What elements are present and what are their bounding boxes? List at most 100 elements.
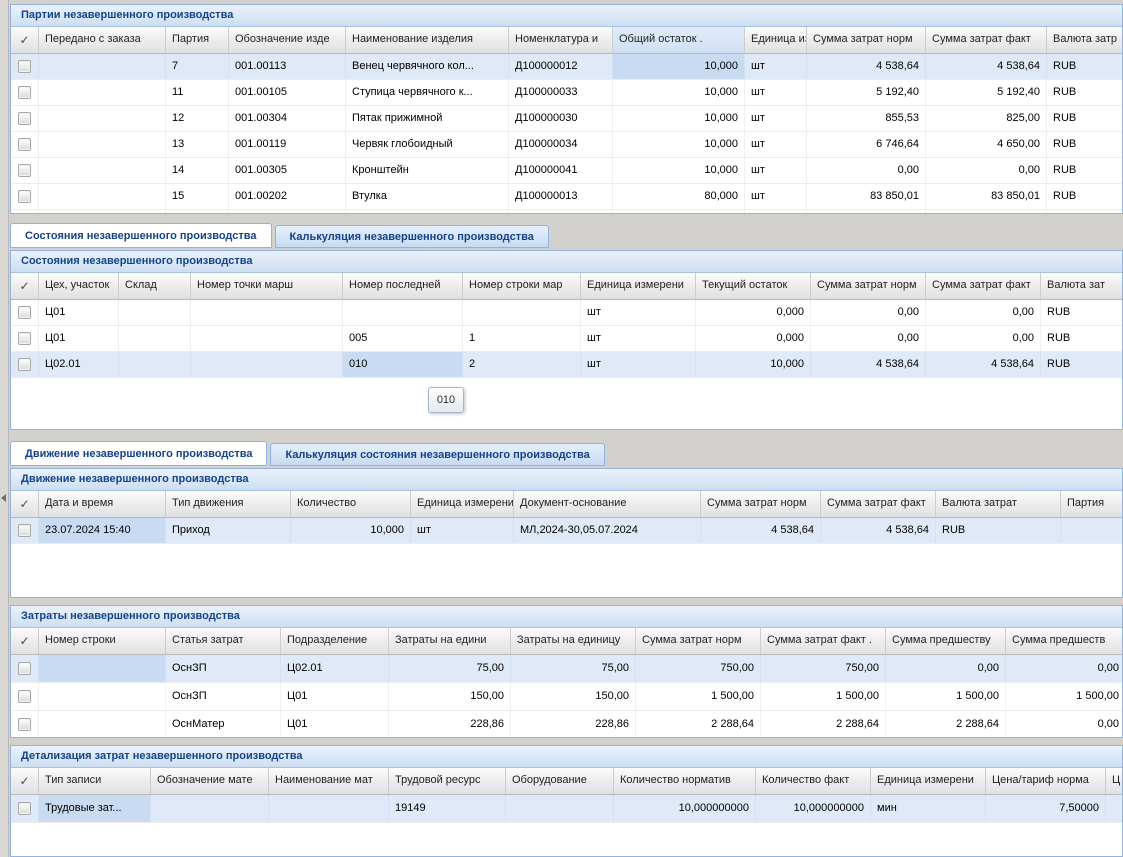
table-cell[interactable] bbox=[39, 210, 166, 213]
column-header[interactable]: Склад bbox=[119, 273, 191, 299]
table-cell[interactable]: 2 bbox=[463, 352, 581, 377]
table-cell[interactable]: 0,00 bbox=[811, 300, 926, 325]
column-header[interactable]: Сумма предшеств bbox=[1006, 628, 1122, 654]
table-cell[interactable]: 21 bbox=[166, 210, 229, 213]
table-cell[interactable]: RUB bbox=[1047, 158, 1122, 183]
table-cell[interactable] bbox=[39, 184, 166, 209]
table-cell[interactable]: 4 650,00 bbox=[926, 132, 1047, 157]
column-header[interactable]: Номер строки bbox=[39, 628, 166, 654]
table-cell[interactable]: 0,00 bbox=[1006, 711, 1122, 737]
row-checkbox[interactable] bbox=[18, 190, 31, 203]
column-header[interactable]: Количество bbox=[291, 491, 411, 517]
table-cell[interactable]: Д100000033 bbox=[509, 80, 613, 105]
table-cell[interactable]: 4 538,64 bbox=[811, 352, 926, 377]
table-cell[interactable]: шт bbox=[581, 300, 696, 325]
table-cell[interactable]: 0,000 bbox=[696, 300, 811, 325]
table-cell[interactable]: 2 288,64 bbox=[636, 711, 761, 737]
table-cell[interactable]: 6 746,64 bbox=[807, 132, 926, 157]
column-header[interactable]: Единица измерени bbox=[871, 768, 986, 794]
table-cell[interactable]: 0,00 bbox=[926, 158, 1047, 183]
column-header[interactable]: Сумма затрат норм bbox=[636, 628, 761, 654]
column-header[interactable]: Валюта зат bbox=[1041, 273, 1122, 299]
table-cell[interactable]: Пятак прижимной bbox=[346, 106, 509, 131]
column-header[interactable]: Сумма предшеству bbox=[886, 628, 1006, 654]
table-row[interactable]: 21001.00401Крепление фланцевоеД100000019… bbox=[11, 210, 1122, 213]
column-header[interactable]: Трудовой ресурс bbox=[389, 768, 506, 794]
row-checkbox[interactable] bbox=[18, 112, 31, 125]
column-header[interactable]: Статья затрат bbox=[166, 628, 281, 654]
column-header[interactable]: Сумма затрат норм bbox=[807, 27, 926, 53]
table-cell[interactable]: Трудовые зат... bbox=[39, 795, 151, 822]
table-cell[interactable]: шт bbox=[745, 80, 807, 105]
table-cell[interactable]: шт bbox=[745, 184, 807, 209]
table-cell[interactable]: 001.00119 bbox=[229, 132, 346, 157]
table-cell[interactable]: 750,00 bbox=[761, 655, 886, 682]
row-checkbox[interactable] bbox=[18, 86, 31, 99]
column-header[interactable]: Наименование мат bbox=[269, 768, 389, 794]
table-cell[interactable]: 10,000 bbox=[696, 352, 811, 377]
table-cell[interactable]: 10,000 bbox=[613, 106, 745, 131]
column-header[interactable]: Номер последней bbox=[343, 273, 463, 299]
column-header[interactable]: Партия bbox=[166, 27, 229, 53]
table-cell[interactable]: 0,00 bbox=[926, 300, 1041, 325]
table-cell[interactable]: 0,00 bbox=[926, 326, 1041, 351]
table-cell[interactable]: 4 538,64 bbox=[701, 518, 821, 543]
table-cell[interactable]: Венец червячного кол... bbox=[346, 54, 509, 79]
table-cell[interactable]: ОснМатер bbox=[166, 711, 281, 737]
table-cell[interactable]: 11 bbox=[166, 80, 229, 105]
column-header[interactable]: Единица изм bbox=[745, 27, 807, 53]
table-cell[interactable]: 83 850,01 bbox=[926, 184, 1047, 209]
table-cell[interactable]: Крепление фланцевое bbox=[346, 210, 509, 213]
table-cell[interactable]: 10,000 bbox=[613, 158, 745, 183]
table-cell[interactable] bbox=[119, 352, 191, 377]
table-cell[interactable]: 825,00 bbox=[926, 106, 1047, 131]
table-cell[interactable] bbox=[39, 711, 166, 737]
table-cell[interactable]: Д100000034 bbox=[509, 132, 613, 157]
column-header[interactable]: Партия bbox=[1061, 491, 1122, 517]
table-cell[interactable]: RUB bbox=[1047, 106, 1122, 131]
table-cell[interactable]: 10,000000000 bbox=[614, 795, 756, 822]
column-header[interactable]: Тип записи bbox=[39, 768, 151, 794]
column-header[interactable]: Сумма затрат норм bbox=[701, 491, 821, 517]
row-checkbox[interactable] bbox=[18, 164, 31, 177]
table-cell[interactable]: 75,00 bbox=[389, 655, 511, 682]
select-all-checkmark-icon[interactable]: ✓ bbox=[11, 628, 39, 654]
row-checkbox[interactable] bbox=[18, 718, 31, 731]
row-checkbox[interactable] bbox=[18, 690, 31, 703]
table-cell[interactable]: 1 500,00 bbox=[886, 683, 1006, 710]
table-cell[interactable] bbox=[191, 326, 343, 351]
table-cell[interactable]: Д100000013 bbox=[509, 184, 613, 209]
table-cell[interactable] bbox=[343, 300, 463, 325]
table-cell[interactable] bbox=[151, 795, 269, 822]
column-header[interactable]: Затраты на едини bbox=[389, 628, 511, 654]
table-cell[interactable]: RUB bbox=[1041, 300, 1122, 325]
table-cell[interactable] bbox=[506, 795, 614, 822]
table-cell[interactable] bbox=[39, 158, 166, 183]
collapse-left-icon[interactable] bbox=[1, 494, 6, 502]
table-cell[interactable] bbox=[1106, 795, 1122, 822]
select-all-checkmark-icon[interactable]: ✓ bbox=[11, 768, 39, 794]
table-cell[interactable]: 2 288,64 bbox=[761, 711, 886, 737]
table-row[interactable]: 14 001.00305 Кронштейн Д100000041 10,000 шт 0,… bbox=[11, 158, 1122, 184]
table-cell[interactable]: Д100000030 bbox=[509, 106, 613, 131]
column-header[interactable]: Документ-основание bbox=[514, 491, 701, 517]
table-cell[interactable]: 1 500,00 bbox=[636, 683, 761, 710]
column-header[interactable]: Цена/тариф норма bbox=[986, 768, 1106, 794]
column-header[interactable]: Номенклатура и bbox=[509, 27, 613, 53]
table-cell[interactable] bbox=[119, 300, 191, 325]
table-cell[interactable]: 12 bbox=[166, 106, 229, 131]
table-cell[interactable]: 83 850,01 bbox=[807, 184, 926, 209]
table-row[interactable]: ОснЗП Ц01 150,00 150,00 1 500,00 1 500,00 1 50… bbox=[11, 683, 1122, 711]
table-cell[interactable]: 1 500,00 bbox=[761, 683, 886, 710]
table-cell[interactable]: 4 538,64 bbox=[807, 54, 926, 79]
table-cell[interactable]: Ц01 bbox=[281, 711, 389, 737]
table-cell[interactable]: 10,000 bbox=[613, 210, 745, 213]
table-cell[interactable]: 005 bbox=[343, 326, 463, 351]
tab-calculation-of-wip[interactable]: Калькуляция незавершенного производства bbox=[274, 225, 549, 248]
table-cell[interactable]: 7 bbox=[166, 54, 229, 79]
table-cell[interactable]: 75,00 bbox=[511, 655, 636, 682]
column-header[interactable]: Номер точки марш bbox=[191, 273, 343, 299]
table-cell[interactable]: 23.07.2024 15:40 bbox=[39, 518, 166, 543]
table-cell[interactable]: 10,000 bbox=[613, 54, 745, 79]
table-cell[interactable]: 001.00202 bbox=[229, 184, 346, 209]
